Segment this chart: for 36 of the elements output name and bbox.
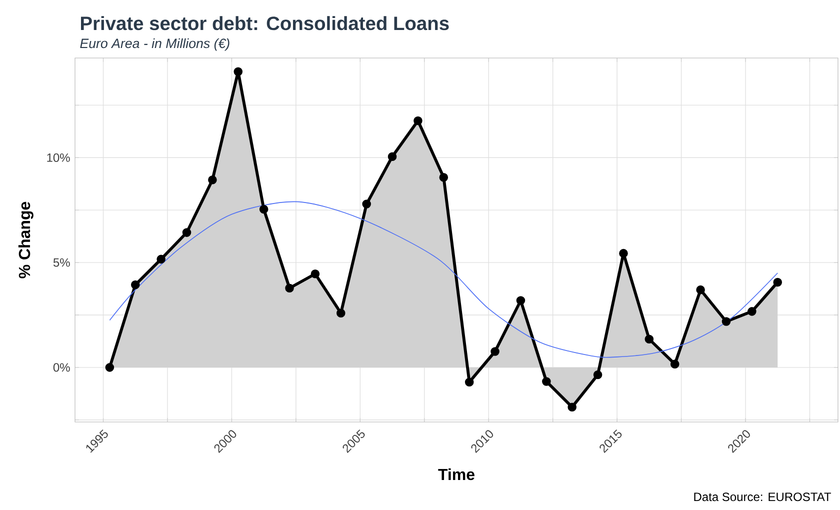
- chart-subtitle: Euro Area - in Millions (€): [80, 38, 230, 51]
- point: [696, 285, 705, 294]
- point: [156, 254, 166, 264]
- y-tick-label: 0%: [53, 363, 70, 372]
- point: [516, 296, 526, 305]
- point: [568, 402, 577, 412]
- point: [619, 248, 628, 258]
- point: [414, 116, 422, 126]
- point: [748, 307, 756, 316]
- point: [105, 363, 114, 372]
- point: [182, 228, 192, 237]
- line-series: [109, 201, 778, 358]
- y-tick-label: 5%: [53, 258, 70, 267]
- point: [130, 280, 140, 290]
- point: [234, 67, 243, 76]
- y-tick-label: 10%: [47, 153, 70, 162]
- point: [259, 204, 268, 214]
- point: [388, 152, 397, 161]
- point: [490, 347, 500, 356]
- point: [670, 360, 680, 368]
- point: [208, 175, 217, 184]
- source-note: Data Source: EUROSTAT: [694, 492, 831, 502]
- point: [644, 334, 654, 344]
- point: [285, 284, 294, 293]
- point: [773, 278, 782, 287]
- point: [362, 200, 371, 208]
- point: [336, 308, 346, 318]
- point: [593, 370, 602, 380]
- point: [439, 172, 448, 182]
- point: [310, 269, 320, 278]
- chart-title: Private sector debt: Consolidated Loans: [80, 16, 449, 30]
- point: [464, 378, 474, 387]
- point: [722, 317, 731, 326]
- point: [542, 377, 551, 386]
- x-axis-title: Time: [438, 468, 474, 480]
- y-axis-title: % Change: [18, 202, 34, 278]
